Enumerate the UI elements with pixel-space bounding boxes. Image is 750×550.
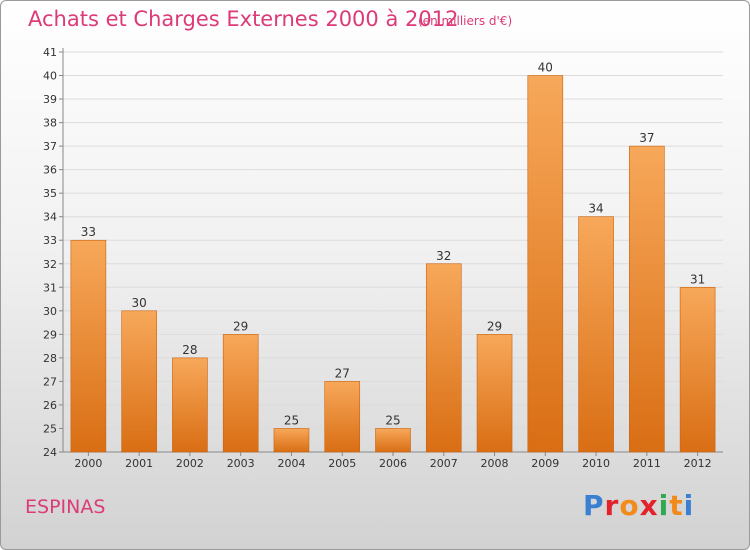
bar-2011 — [629, 145, 665, 453]
bar-2005 — [324, 381, 361, 453]
y-tick-label: 28 — [43, 352, 57, 365]
data-label-2009: 40 — [538, 61, 553, 75]
y-tick-label: 29 — [43, 328, 57, 341]
bar-2009 — [527, 75, 564, 453]
data-label-2011: 37 — [639, 131, 654, 145]
data-label-2012: 31 — [690, 272, 705, 286]
chart-unit: (en milliers d'€) — [418, 14, 513, 28]
y-tick-label: 27 — [43, 375, 57, 388]
y-tick-label: 40 — [43, 70, 57, 83]
y-tick-label: 37 — [43, 140, 57, 153]
x-tick-label-2007: 2007 — [430, 457, 458, 470]
y-tick-label: 25 — [43, 422, 57, 435]
y-tick-label: 41 — [43, 46, 57, 59]
proxiti-logo[interactable]: Proxiti — [583, 489, 694, 522]
y-tick-label: 31 — [43, 281, 57, 294]
x-tick-label-2012: 2012 — [684, 457, 712, 470]
data-label-2005: 27 — [335, 366, 350, 380]
bar-2008 — [476, 334, 513, 453]
logo-letter: i — [683, 489, 695, 522]
y-tick-label: 30 — [43, 305, 57, 318]
x-tick-labels: 2000 2001 2002 2003 2004 2005 2006 2007 2008 2009… — [74, 457, 711, 470]
logo-letter: r — [604, 489, 620, 522]
data-label-2006: 25 — [385, 413, 400, 427]
y-tick-label: 26 — [43, 399, 57, 412]
data-label-2003: 29 — [233, 319, 248, 333]
bar-2006 — [375, 428, 411, 453]
y-tick-label: 35 — [43, 187, 57, 200]
x-tick-label-2005: 2005 — [328, 457, 356, 470]
data-label-2000: 33 — [81, 225, 96, 239]
x-tick-label-2009: 2009 — [531, 457, 559, 470]
x-tick-label-2003: 2003 — [227, 457, 255, 470]
y-tick-labels: 24 25 26 27 28 29 30 31 32 33 34 35 36 37 38 39 40 41 — [43, 46, 57, 459]
chart-title: Achats et Charges Externes 2000 à 2012 — [28, 7, 459, 31]
grid-lines — [63, 51, 723, 453]
x-tick-label-2011: 2011 — [633, 457, 661, 470]
logo-letter: i — [658, 489, 670, 522]
x-tick-label-2008: 2008 — [481, 457, 509, 470]
y-tick-label: 39 — [43, 93, 57, 106]
bar-2002 — [172, 357, 208, 453]
logo-letter: x — [639, 489, 659, 522]
bar-2000 — [70, 239, 107, 453]
y-tick-label: 33 — [43, 234, 57, 247]
y-tick-label: 38 — [43, 117, 57, 130]
data-labels: 33 30 28 29 25 27 25 32 29 40 34 37 31 — [81, 61, 706, 428]
logo-letter: o — [619, 489, 640, 522]
bars — [70, 75, 716, 453]
data-label-2007: 32 — [436, 249, 451, 263]
bar-2004 — [273, 428, 310, 453]
axes — [59, 48, 723, 456]
bar-2007 — [425, 263, 462, 453]
y-tick-label: 36 — [43, 164, 57, 177]
bar-2001 — [121, 310, 157, 453]
x-tick-label-2006: 2006 — [379, 457, 407, 470]
x-tick-label-2001: 2001 — [125, 457, 153, 470]
bar-2012 — [679, 286, 716, 453]
y-tick-label: 24 — [43, 446, 57, 459]
bar-2010 — [578, 216, 614, 453]
data-label-2010: 34 — [588, 202, 603, 216]
data-label-2004: 25 — [284, 413, 299, 427]
bar-2003 — [222, 334, 259, 453]
y-tick-label: 32 — [43, 258, 57, 271]
x-tick-label-2010: 2010 — [582, 457, 610, 470]
x-tick-label-2002: 2002 — [176, 457, 204, 470]
y-tick-label: 34 — [43, 211, 57, 224]
logo-letter: P — [583, 489, 605, 522]
data-label-2008: 29 — [487, 319, 502, 333]
logo-letter: t — [669, 489, 684, 522]
x-tick-label-2000: 2000 — [74, 457, 102, 470]
data-label-2002: 28 — [182, 343, 197, 357]
data-label-2001: 30 — [132, 296, 147, 310]
commune-name: ESPINAS — [25, 496, 106, 518]
x-tick-label-2004: 2004 — [277, 457, 305, 470]
